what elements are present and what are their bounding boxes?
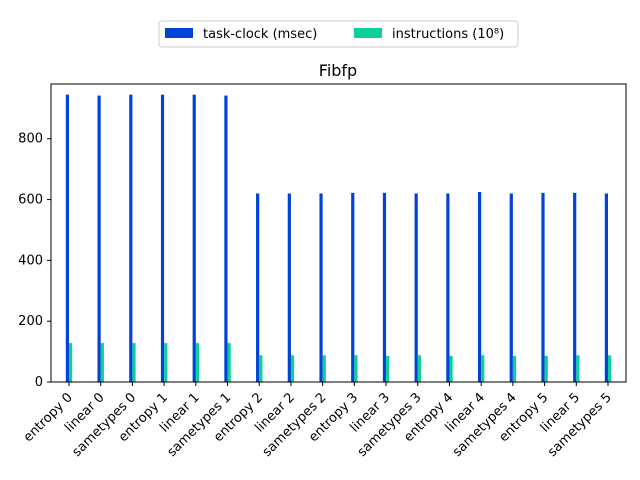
- legend-swatch: [165, 28, 193, 38]
- plot-frame: [50, 83, 627, 383]
- y-tick-label: 200: [18, 314, 43, 329]
- legend-box: [158, 20, 519, 48]
- bar: [414, 193, 418, 382]
- bar: [351, 192, 355, 382]
- bar: [544, 355, 548, 382]
- bar: [129, 94, 133, 383]
- bar: [132, 343, 136, 382]
- bar: [290, 355, 295, 382]
- bar: [449, 355, 453, 382]
- bar: [195, 343, 200, 382]
- bar: [65, 94, 69, 383]
- y-tick-label: 400: [18, 253, 43, 268]
- bar: [100, 343, 104, 382]
- bar: [160, 94, 165, 383]
- legend-label: instructions (10⁸): [392, 27, 504, 42]
- bar: [481, 355, 485, 382]
- bar: [541, 192, 545, 382]
- bar: [382, 192, 387, 382]
- bar: [512, 355, 517, 382]
- bar: [164, 343, 168, 382]
- bar: [604, 193, 608, 382]
- bar: [224, 95, 228, 382]
- bar: [69, 343, 73, 382]
- y-tick-label: 600: [18, 193, 43, 208]
- bar: [97, 95, 101, 382]
- bar: [417, 355, 421, 382]
- chart-title: Fibfp: [319, 61, 357, 80]
- bar: [354, 355, 358, 382]
- legend-label: task-clock (msec): [203, 27, 317, 42]
- x-tick-label: entropy 0: [21, 390, 76, 445]
- bar: [287, 193, 291, 382]
- y-tick-label: 800: [18, 132, 43, 147]
- legend-swatch: [354, 28, 382, 38]
- bar: [446, 193, 450, 382]
- bar: [573, 192, 577, 382]
- y-tick-label: 0: [35, 375, 43, 390]
- bar: [386, 355, 390, 382]
- bar: [192, 94, 196, 383]
- bar: [576, 355, 580, 382]
- legend: task-clock (msec) instructions (10⁸): [158, 20, 519, 48]
- bars-layer: [65, 94, 612, 383]
- bar: [477, 191, 482, 382]
- bar: [608, 355, 612, 382]
- bar: [227, 343, 231, 382]
- bar: [322, 355, 326, 382]
- bar: [509, 193, 513, 382]
- bar: [259, 355, 263, 382]
- bar: [256, 193, 260, 382]
- bar: [319, 193, 323, 382]
- y-axis: 0 200 400 600 800: [18, 132, 51, 390]
